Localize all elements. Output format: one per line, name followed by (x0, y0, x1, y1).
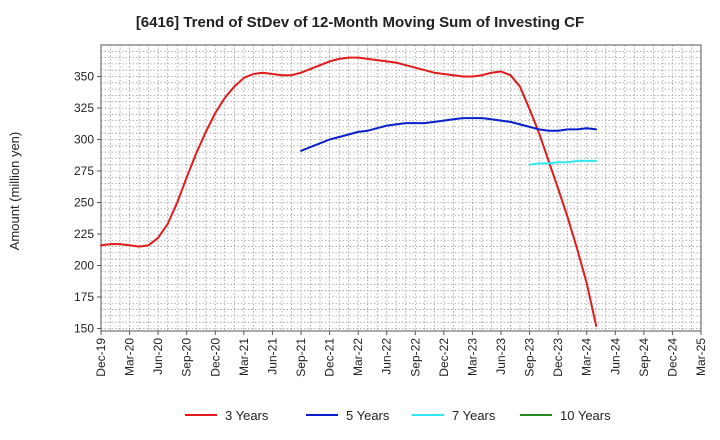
x-tick-label: Jun-21 (265, 338, 279, 375)
y-tick-label: 300 (74, 132, 94, 146)
x-tick-label: Dec-20 (208, 338, 222, 377)
y-tick-label: 225 (74, 227, 94, 241)
x-tick-label: Mar-22 (351, 338, 365, 376)
x-tick-label: Jun-24 (608, 338, 622, 375)
x-tick-label: Dec-22 (437, 338, 451, 377)
y-tick-label: 200 (74, 258, 94, 272)
legend: 3 Years 5 Years 7 Years 10 Years (185, 408, 611, 423)
legend-label-10-years: 10 Years (560, 408, 611, 423)
x-tick-label: Jun-20 (151, 338, 165, 375)
x-tick-label: Dec-24 (665, 338, 679, 377)
series-layer (100, 56, 598, 327)
series-line-7-years (528, 159, 598, 166)
y-tick-label: 275 (74, 164, 94, 178)
x-tick-label: Jun-22 (380, 338, 394, 375)
plot-frame (100, 44, 702, 332)
y-axis-title: Amount (million yen) (7, 132, 22, 251)
y-tick-label: 250 (74, 195, 94, 209)
x-tick-label: Sep-20 (180, 338, 194, 377)
chart-title: [6416] Trend of StDev of 12-Month Moving… (135, 14, 585, 31)
x-tick-label: Sep-22 (408, 338, 422, 377)
x-tick-label: Jun-23 (494, 338, 508, 375)
x-tick-label: Mar-25 (694, 338, 708, 376)
series-line-5-years (300, 117, 598, 152)
x-tick-label: Sep-23 (523, 338, 537, 377)
x-tick-label: Mar-24 (580, 338, 594, 376)
x-tick-label: Mar-21 (237, 338, 251, 376)
y-tick-label: 350 (74, 69, 94, 83)
grid-layer (100, 44, 702, 331)
legend-label-5-years: 5 Years (346, 408, 390, 423)
legend-label-3-years: 3 Years (225, 408, 269, 423)
legend-label-7-years: 7 Years (452, 408, 496, 423)
x-tick-label: Dec-19 (94, 338, 108, 377)
x-tick-label: Dec-23 (551, 338, 565, 377)
series-line-3-years (100, 56, 598, 327)
x-tick-label: Sep-24 (637, 338, 651, 377)
x-tick-label: Dec-21 (323, 338, 337, 377)
x-tick-label: Sep-21 (294, 338, 308, 377)
y-tick-label: 150 (74, 321, 94, 335)
x-tick-label: Mar-23 (465, 338, 479, 376)
x-tick-label: Mar-20 (123, 338, 137, 376)
y-tick-label: 175 (74, 290, 94, 304)
axis-layer: 150 175 200 225 250 275 300 325 350 Dec-19 Mar-20 J… (74, 44, 708, 377)
y-tick-label: 325 (74, 101, 94, 115)
